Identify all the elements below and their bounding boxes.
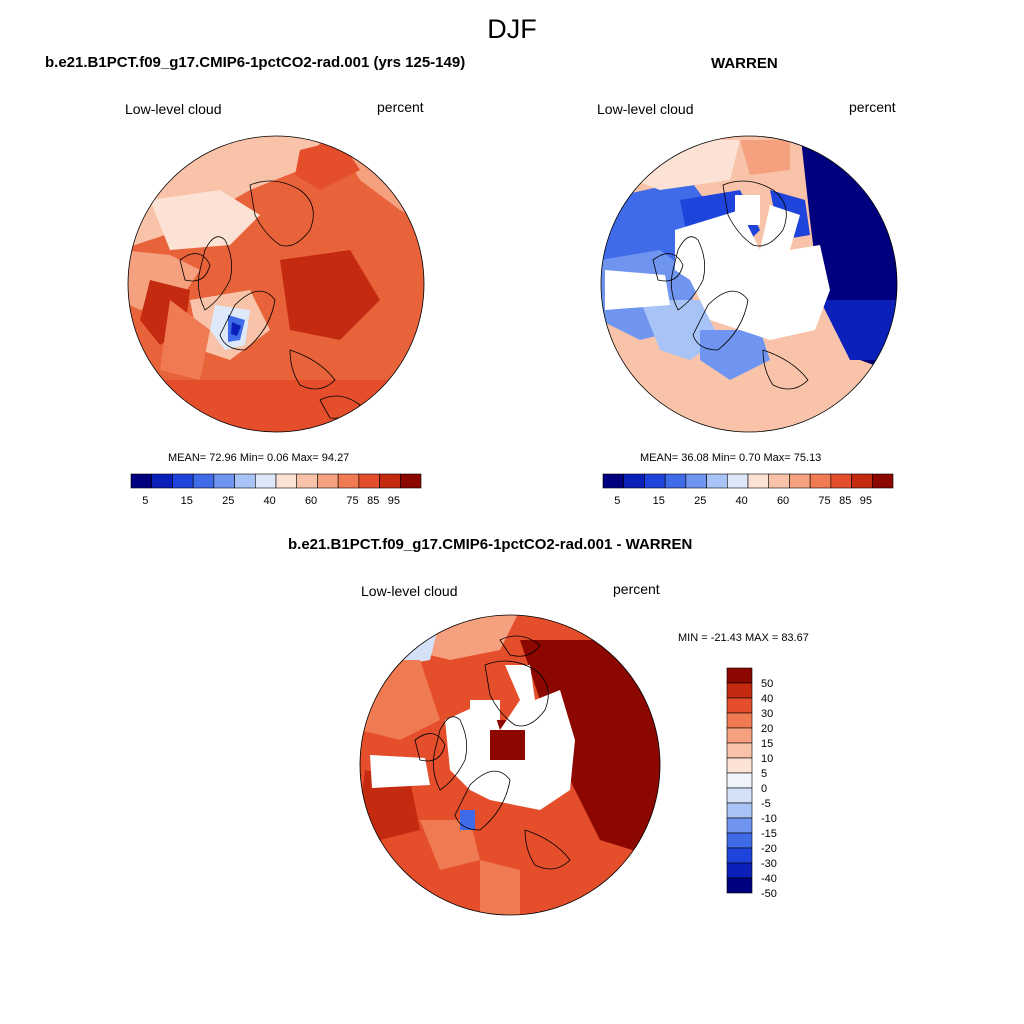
colorbar-tick-label: 75: [346, 495, 358, 507]
colorbar-box: [172, 473, 194, 489]
colorbar-tick-label: -20: [761, 843, 777, 855]
map3-field: [360, 615, 660, 915]
colorbar-box: [726, 473, 749, 489]
colorbar-tick-label: -30: [761, 858, 777, 870]
colorbar-box: [399, 473, 422, 489]
map3-coastlines: [414, 635, 571, 870]
colorbar-box: [726, 712, 753, 729]
colorbar-box: [296, 473, 318, 489]
colorbar-tick-label: 75: [818, 495, 830, 507]
colorbar-tick-label: 10: [761, 753, 773, 765]
panel3-units-label: percent: [613, 581, 660, 597]
colorbar-tick-label: 85: [367, 495, 379, 507]
colorbar-tick-label: 60: [777, 495, 789, 507]
panel3-variable-label: Low-level cloud: [361, 583, 458, 599]
colorbar-tick-label: 15: [761, 738, 773, 750]
colorbar-box: [726, 862, 753, 879]
colorbar-tick-label: 60: [305, 495, 317, 507]
colorbar-box: [254, 473, 277, 489]
colorbar-tick-label: 95: [860, 495, 872, 507]
panel3-title: b.e21.B1PCT.f09_g17.CMIP6-1pctCO2-rad.00…: [288, 536, 693, 553]
colorbar-box: [664, 473, 687, 489]
colorbar-tick-label: -40: [761, 873, 777, 885]
colorbar-box: [130, 473, 153, 489]
colorbar-box: [213, 473, 235, 489]
colorbar-box: [726, 877, 753, 894]
colorbar-tick-label: 30: [761, 708, 773, 720]
panel2-variable-label: Low-level cloud: [597, 101, 694, 117]
colorbar-tick-label: 5: [142, 495, 148, 507]
colorbar-tick-label: 40: [264, 495, 276, 507]
panel3-stats: MIN = -21.43 MAX = 83.67: [678, 632, 809, 644]
colorbar-box: [726, 697, 753, 714]
colorbar-box: [726, 787, 753, 804]
map1-coastlines: [179, 180, 361, 419]
panel2-colorbar: 5 15 25 40 60 75 85 95: [602, 473, 894, 507]
colorbar-box: [747, 473, 770, 489]
colorbar-box: [644, 473, 666, 489]
colorbar-box: [851, 473, 873, 489]
colorbar-box: [768, 473, 790, 489]
colorbar-tick-label: 85: [839, 495, 851, 507]
colorbar-box: [151, 473, 173, 489]
colorbar-box: [726, 832, 753, 849]
panel1-title: b.e21.B1PCT.f09_g17.CMIP6-1pctCO2-rad.00…: [45, 54, 466, 71]
colorbar-box: [809, 473, 832, 489]
colorbar-box: [706, 473, 728, 489]
colorbar-box: [726, 742, 753, 759]
panel1-units-label: percent: [377, 99, 424, 115]
panel2-units-label: percent: [849, 99, 896, 115]
colorbar-tick-label: 15: [653, 495, 665, 507]
colorbar-tick-label: 25: [222, 495, 234, 507]
colorbar-box: [726, 817, 753, 834]
colorbar-tick-label: 15: [181, 495, 193, 507]
colorbar-box: [358, 473, 380, 489]
colorbar-tick-label: -15: [761, 828, 777, 840]
panel1-colorbar: 5 15 25 40 60 75 85 95: [130, 473, 422, 507]
colorbar-tick-label: 0: [761, 783, 767, 795]
colorbar-tick-label: 25: [694, 495, 706, 507]
panel2-title: WARREN: [711, 55, 778, 72]
colorbar-box: [871, 473, 894, 489]
colorbar-box: [726, 847, 753, 864]
map2-coastlines: [652, 180, 809, 390]
colorbar-tick-label: 95: [388, 495, 400, 507]
colorbar-box: [623, 473, 645, 489]
colorbar-box: [337, 473, 360, 489]
colorbar-tick-label: 50: [761, 678, 773, 690]
colorbar-box: [379, 473, 401, 489]
colorbar-box: [726, 727, 753, 744]
panel1-variable-label: Low-level cloud: [125, 101, 222, 117]
colorbar-box: [275, 473, 298, 489]
colorbar-tick-label: -50: [761, 888, 777, 900]
colorbar-tick-label: 5: [614, 495, 620, 507]
colorbar-tick-label: -10: [761, 813, 777, 825]
colorbar-box: [726, 667, 753, 684]
panel2-stats: MEAN= 36.08 Min= 0.70 Max= 75.13: [640, 452, 822, 464]
colorbar-tick-label: 20: [761, 723, 773, 735]
colorbar-box: [726, 682, 753, 699]
colorbar-box: [789, 473, 811, 489]
panel1-stats: MEAN= 72.96 Min= 0.06 Max= 94.27: [168, 452, 350, 464]
colorbar-box: [234, 473, 256, 489]
colorbar-tick-label: 40: [736, 495, 748, 507]
colorbar-box: [726, 772, 753, 789]
colorbar-tick-label: 40: [761, 693, 773, 705]
colorbar-box: [726, 802, 753, 819]
colorbar-tick-label: -5: [761, 798, 771, 810]
figure-title: DJF: [487, 14, 537, 44]
colorbar-box: [726, 757, 753, 774]
colorbar-box: [830, 473, 852, 489]
colorbar-box: [317, 473, 339, 489]
colorbar-box: [602, 473, 625, 489]
colorbar-tick-label: 5: [761, 768, 767, 780]
colorbar-box: [192, 473, 215, 489]
colorbar-box: [685, 473, 707, 489]
